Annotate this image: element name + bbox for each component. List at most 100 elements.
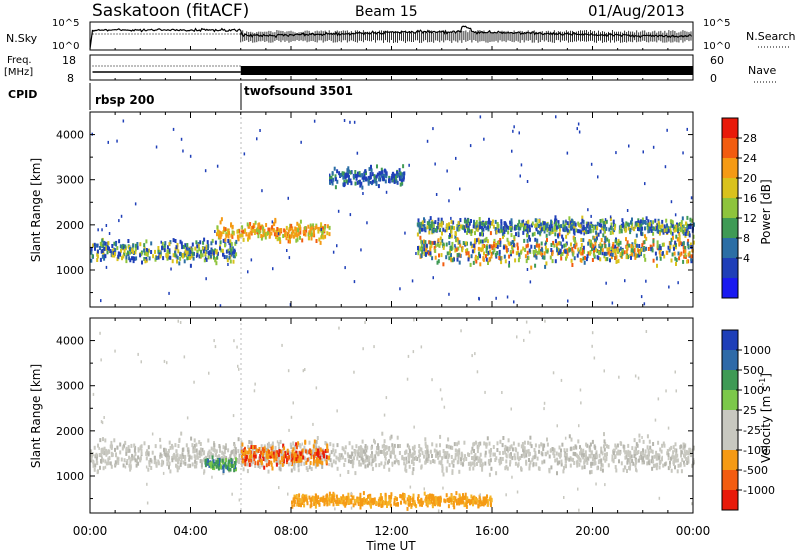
noise-cell (409, 485, 412, 489)
noise-cell (124, 465, 127, 469)
scatter-cell (645, 455, 648, 460)
scatter-cell (341, 497, 344, 502)
scatter-cell (452, 496, 455, 501)
scatter-cell (668, 464, 671, 469)
scatter-cell (506, 447, 508, 452)
scatter-cell (626, 222, 629, 227)
noise-cell (657, 397, 660, 401)
scatter-cell (279, 439, 282, 444)
scatter-cell (477, 443, 480, 448)
scatter-cell (490, 251, 493, 256)
scatter-cell (479, 458, 482, 463)
scatter-cell (233, 454, 236, 459)
scatter-cell (114, 460, 117, 465)
scatter-cell (686, 215, 689, 220)
scatter-cell (658, 250, 661, 255)
scatter-cell (308, 495, 311, 500)
scatter-cell (189, 463, 192, 468)
noise-cell (645, 279, 647, 283)
scatter-cell (482, 256, 485, 261)
scatter-cell (125, 255, 128, 260)
scatter-cell (264, 456, 267, 461)
scatter-cell (641, 217, 644, 222)
noise-cell (288, 256, 291, 260)
scatter-cell (293, 462, 296, 467)
scatter-cell (466, 248, 469, 253)
scatter-cell (144, 251, 147, 256)
scatter-cell (468, 453, 471, 457)
noise-cell (193, 380, 195, 384)
scatter-cell (312, 223, 315, 228)
scatter-cell (674, 245, 677, 250)
scatter-cell (631, 459, 634, 463)
scatter-cell (517, 231, 520, 236)
scatter-cell (384, 492, 387, 497)
scatter-cell (373, 497, 376, 502)
scatter-cell (684, 454, 686, 459)
scatter-cell (503, 245, 505, 250)
scatter-cell (523, 440, 526, 445)
scatter-cell (329, 458, 332, 463)
scatter-cell (479, 262, 482, 267)
scatter-cell (529, 441, 532, 446)
scatter-cell (603, 447, 606, 452)
scatter-cell (662, 242, 665, 247)
scatter-cell (241, 233, 244, 238)
scatter-cell (579, 246, 582, 251)
scatter-cell (420, 254, 423, 258)
scatter-cell (557, 233, 559, 238)
scatter-cell (370, 454, 373, 459)
scatter-cell (487, 250, 490, 255)
scatter-cell (242, 229, 245, 234)
scatter-cell (479, 225, 482, 229)
scatter-cell (614, 465, 617, 469)
scatter-cell (194, 246, 197, 251)
nsky-panel: N.Sky 10^5 10^0 10^5 10^0 N.Search (6, 18, 796, 52)
scatter-cell (558, 460, 561, 465)
scatter-cell (344, 450, 347, 455)
scatter-cell (424, 444, 427, 449)
noise-cell (504, 448, 506, 451)
scatter-cell (615, 468, 618, 473)
scatter-cell (680, 444, 682, 449)
scatter-cell (485, 226, 488, 231)
scatter-cell (154, 257, 157, 262)
scatter-cell (501, 443, 504, 448)
scatter-cell (592, 454, 595, 459)
scatter-cell (106, 241, 109, 246)
scatter-cell (276, 237, 279, 242)
scatter-cell (663, 254, 666, 259)
scatter-cell (560, 252, 562, 257)
scatter-cell (195, 448, 198, 453)
scatter-cell (450, 258, 453, 263)
scatter-cell (586, 460, 589, 465)
noise-cell (523, 338, 525, 342)
scatter-cell (416, 457, 418, 461)
scatter-cell (310, 500, 313, 505)
scatter-cell (670, 237, 673, 242)
scatter-cell (461, 453, 464, 458)
scatter-cell (470, 232, 473, 236)
scatter-cell (624, 465, 627, 470)
scatter-cell (546, 437, 548, 442)
scatter-cell (393, 443, 396, 448)
scatter-cell (229, 467, 232, 472)
noise-cell (281, 343, 283, 347)
noise-cell (441, 397, 443, 401)
scatter-cell (484, 221, 487, 226)
scatter-cell (383, 443, 385, 448)
noise-cell (516, 335, 518, 339)
scatter-cell (196, 452, 199, 457)
scatter-cell (349, 500, 352, 505)
scatter-cell (270, 446, 273, 451)
scatter-cell (299, 230, 302, 235)
scatter-cell (600, 458, 603, 463)
scatter-cell (174, 457, 177, 462)
scatter-cell (438, 496, 441, 501)
scatter-cell (652, 231, 655, 236)
scatter-cell (136, 245, 139, 250)
noise-cell (287, 369, 290, 373)
scatter-cell (287, 239, 290, 244)
scatter-cell (175, 455, 177, 460)
